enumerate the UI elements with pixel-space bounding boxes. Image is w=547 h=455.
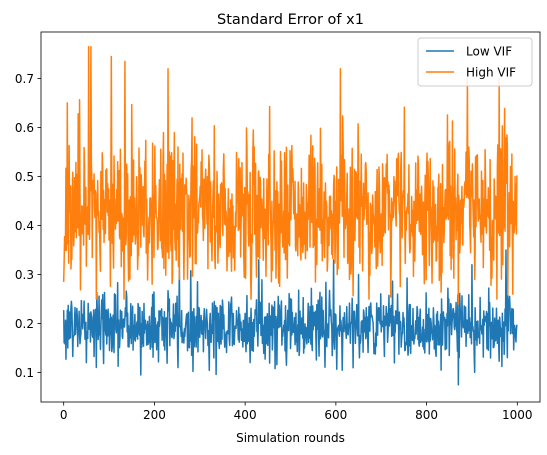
x-tick-label: 800 — [415, 408, 438, 422]
x-tick-label: 400 — [234, 408, 257, 422]
y-tick-label: 0.4 — [15, 219, 34, 233]
x-tick-label: 1000 — [502, 408, 533, 422]
x-tick-label: 200 — [143, 408, 166, 422]
y-tick-label: 0.5 — [15, 170, 34, 184]
y-tick-label: 0.7 — [15, 72, 34, 86]
legend-label: Low VIF — [466, 44, 512, 58]
legend: Low VIF High VIF — [417, 37, 533, 87]
y-tick-label: 0.3 — [15, 268, 34, 282]
series-line-low-vif — [62, 249, 518, 386]
x-tick-label: 600 — [324, 408, 347, 422]
x-axis-ticks: 0 200 400 600 800 1000 — [60, 402, 533, 422]
x-tick-label: 0 — [60, 408, 68, 422]
series-line-high-vif — [62, 45, 518, 305]
y-axis-ticks: 0.1 0.2 0.3 0.4 0.5 0.6 0.7 — [15, 72, 41, 380]
legend-box — [417, 37, 533, 87]
chart-title: Standard Error of x1 — [217, 12, 364, 28]
plot-frame — [40, 31, 541, 403]
legend-label: High VIF — [466, 65, 516, 79]
y-tick-label: 0.2 — [15, 317, 34, 331]
y-tick-label: 0.6 — [15, 121, 34, 135]
y-tick-label: 0.1 — [15, 366, 34, 380]
plot-series — [62, 45, 518, 386]
x-axis-label: Simulation rounds — [236, 431, 345, 445]
